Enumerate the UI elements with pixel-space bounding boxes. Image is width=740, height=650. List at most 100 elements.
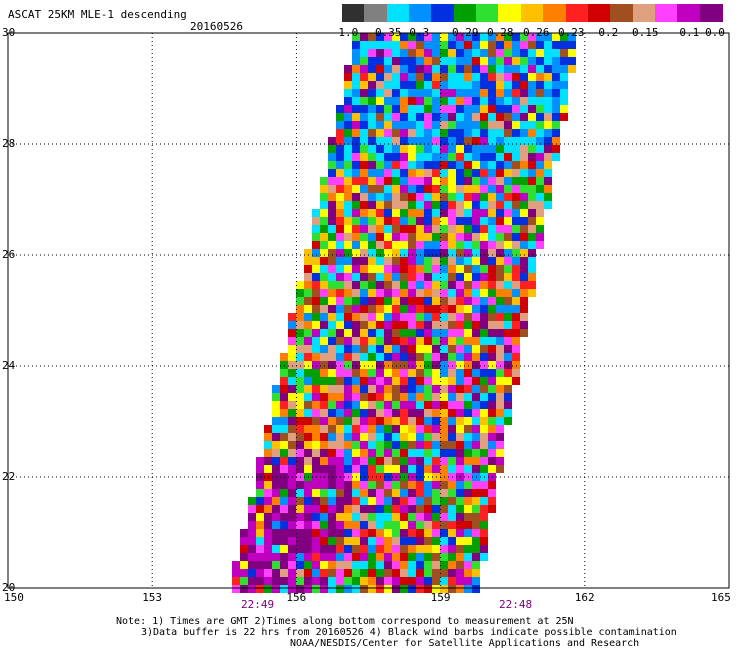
swath-cell [408, 153, 416, 161]
swath-cell [400, 193, 408, 201]
swath-cell [272, 417, 280, 425]
swath-cell [360, 489, 368, 497]
swath-cell [440, 585, 448, 593]
swath-cell [328, 193, 336, 201]
swath-cell [312, 337, 320, 345]
swath-cell [432, 161, 440, 169]
swath-cell [272, 409, 280, 417]
swath-cell [376, 545, 384, 553]
swath-cell [448, 257, 456, 265]
swath-cell [328, 553, 336, 561]
swath-cell [440, 393, 448, 401]
chart-title: ASCAT 25KM MLE-1 descending [8, 8, 187, 21]
swath-cell [472, 193, 480, 201]
swath-cell [296, 313, 304, 321]
swath-cell [312, 585, 320, 593]
swath-cell [448, 217, 456, 225]
swath-cell [568, 33, 576, 41]
swath-cell [456, 49, 464, 57]
swath-cell [384, 241, 392, 249]
swath-cell [480, 97, 488, 105]
swath-cell [392, 417, 400, 425]
swath-cell [480, 73, 488, 81]
swath-cell [448, 233, 456, 241]
swath-cell [472, 545, 480, 553]
swath-cell [560, 73, 568, 81]
swath-cell [344, 193, 352, 201]
swath-cell [512, 113, 520, 121]
swath-cell [512, 289, 520, 297]
swath-cell [384, 161, 392, 169]
swath-cell [408, 41, 416, 49]
swath-cell [464, 257, 472, 265]
swath-cell [352, 193, 360, 201]
swath-cell [496, 313, 504, 321]
swath-cell [512, 193, 520, 201]
swath-cell [496, 57, 504, 65]
swath-cell [368, 241, 376, 249]
swath-cell [552, 73, 560, 81]
swath-cell [408, 265, 416, 273]
swath-cell [504, 41, 512, 49]
swath-cell [536, 225, 544, 233]
swath-cell [368, 305, 376, 313]
colorbar-label: -1.0 [331, 26, 359, 39]
swath-cell [336, 441, 344, 449]
swath-cell [392, 97, 400, 105]
swath-cell [352, 537, 360, 545]
swath-cell [448, 289, 456, 297]
swath-cell [440, 225, 448, 233]
swath-cell [456, 337, 464, 345]
swath-cell [400, 89, 408, 97]
swath-cell [376, 57, 384, 65]
swath-cell [368, 361, 376, 369]
chart-date: 20160526 [190, 20, 243, 33]
swath-cell [416, 89, 424, 97]
swath-cell [304, 329, 312, 337]
swath-cell [400, 433, 408, 441]
swath-cell [448, 353, 456, 361]
swath-cell [344, 65, 352, 73]
swath-cell [392, 273, 400, 281]
swath-cell [344, 425, 352, 433]
swath-cell [528, 265, 536, 273]
swath-cell [400, 377, 408, 385]
swath-cell [304, 401, 312, 409]
swath-cell [384, 97, 392, 105]
swath-cell [288, 425, 296, 433]
swath-cell [368, 41, 376, 49]
swath-cell [336, 385, 344, 393]
swath-cell [504, 185, 512, 193]
swath-cell [448, 393, 456, 401]
swath-cell [448, 545, 456, 553]
swath-cell [528, 233, 536, 241]
swath-cell [360, 193, 368, 201]
swath-cell [464, 537, 472, 545]
swath-cell [472, 521, 480, 529]
swath-cell [360, 553, 368, 561]
swath-cell [400, 409, 408, 417]
swath-cell [352, 33, 360, 41]
swath-cell [424, 441, 432, 449]
swath-cell [528, 49, 536, 57]
swath-cell [496, 409, 504, 417]
swath-cell [496, 193, 504, 201]
swath-cell [400, 113, 408, 121]
swath-cell [536, 201, 544, 209]
swath-cell [344, 561, 352, 569]
swath-cell [488, 489, 496, 497]
swath-cell [320, 449, 328, 457]
swath-cell [424, 177, 432, 185]
swath-cell [520, 321, 528, 329]
swath-cell [408, 481, 416, 489]
swath-cell [416, 561, 424, 569]
swath-cell [408, 249, 416, 257]
swath-cell [360, 433, 368, 441]
swath-cell [448, 457, 456, 465]
swath-cell [448, 281, 456, 289]
swath-cell [392, 121, 400, 129]
swath-cell [504, 369, 512, 377]
swath-cell [472, 433, 480, 441]
swath-cell [536, 209, 544, 217]
swath-cell [480, 153, 488, 161]
